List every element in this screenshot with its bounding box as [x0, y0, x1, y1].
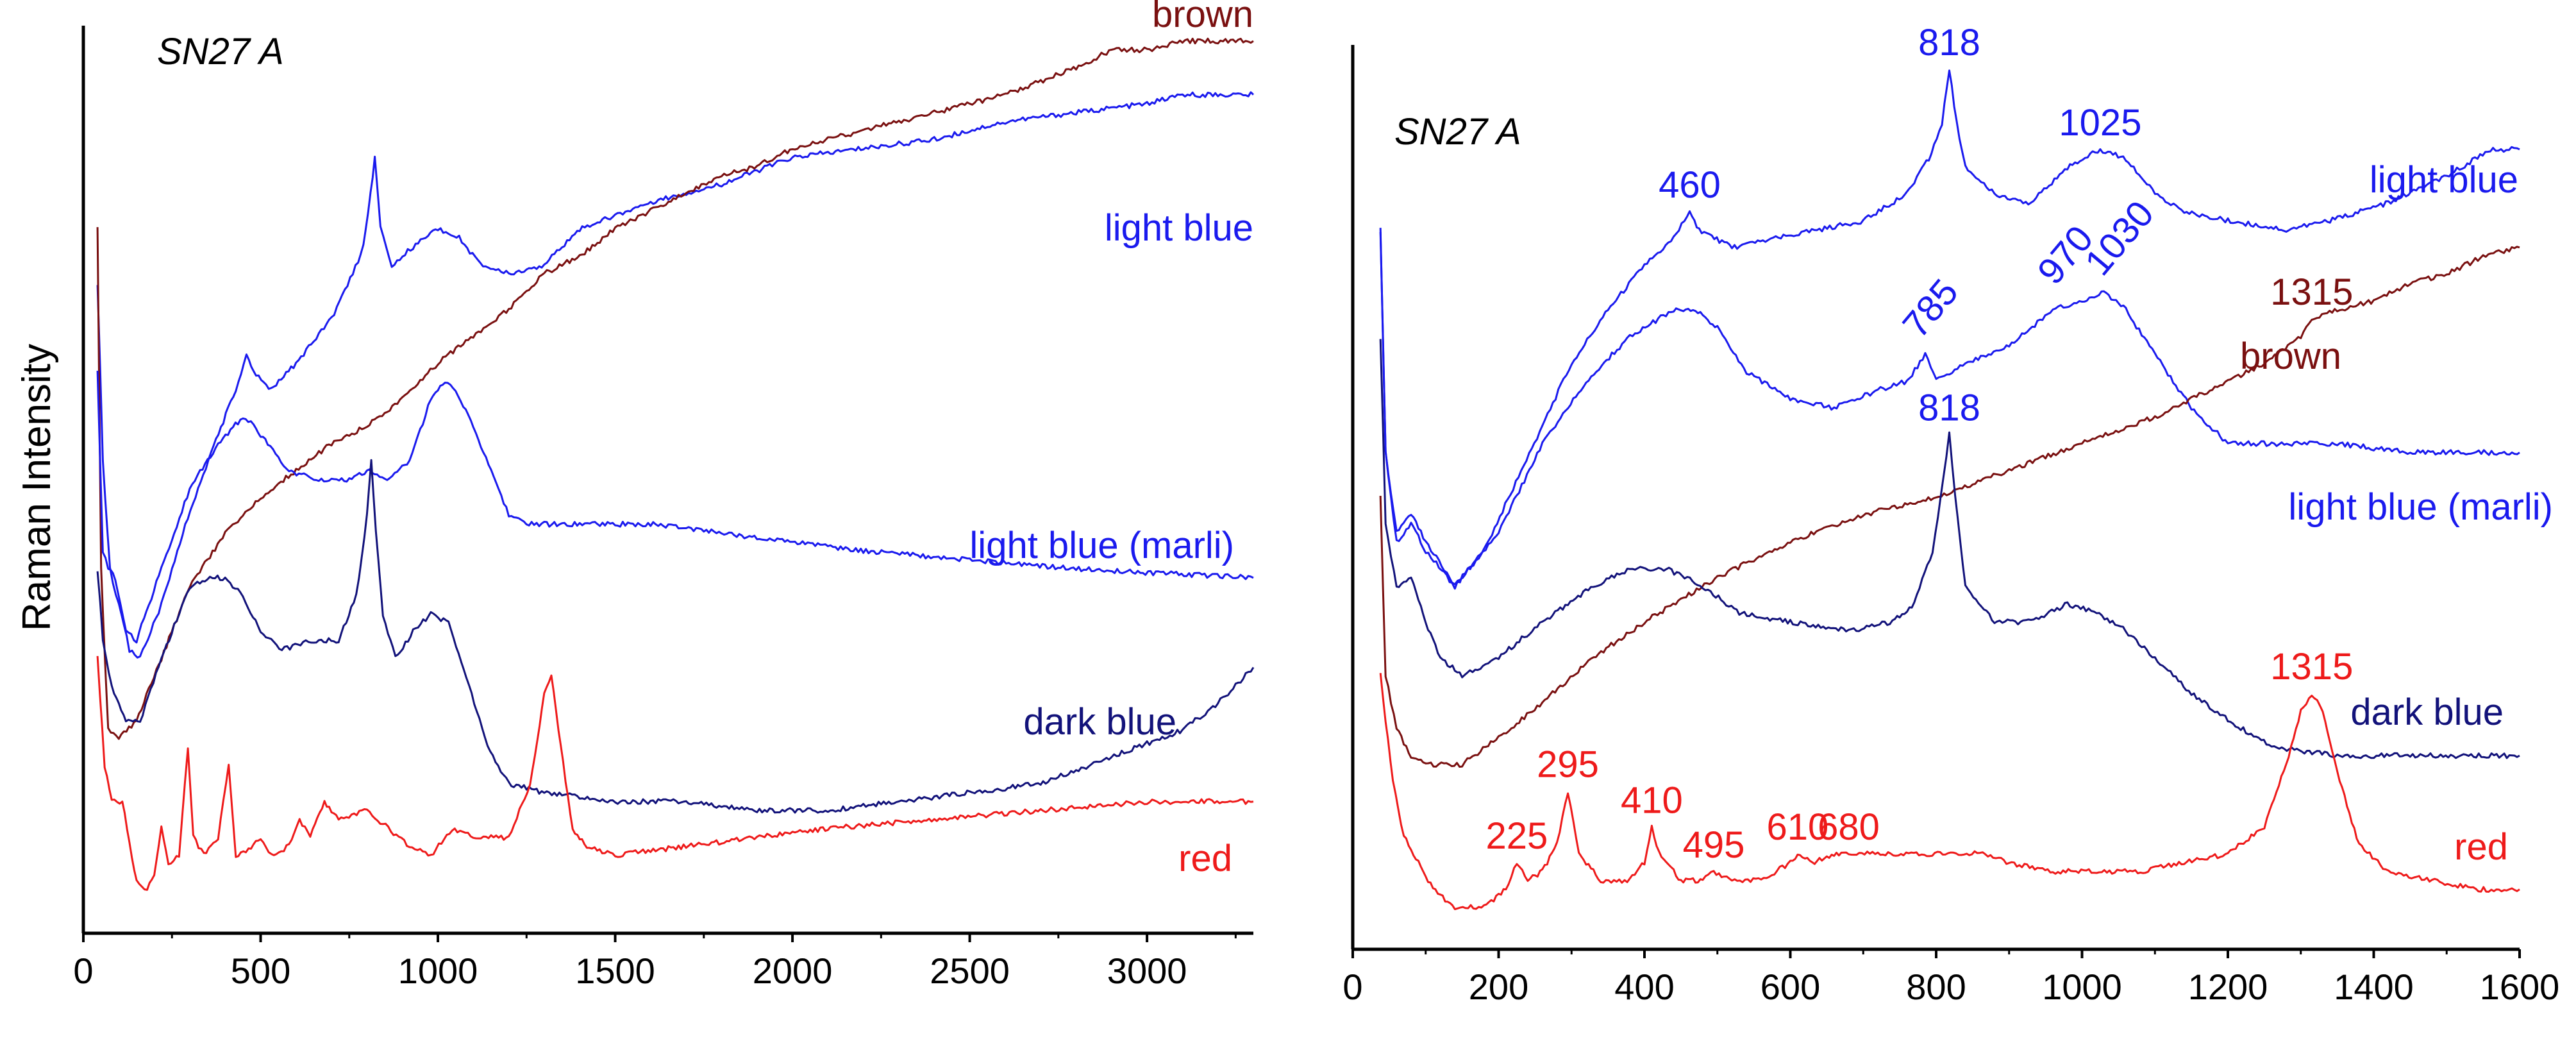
right-label-light-blue: light blue: [2370, 159, 2518, 201]
left-x-tick-label: 2000: [753, 951, 833, 991]
left-label-dark-blue: dark blue: [1023, 701, 1176, 743]
right-x-tick-label: 400: [1614, 967, 1674, 1007]
peak-label-1315: 1315: [2270, 271, 2353, 313]
right-label-light-blue-marli: light blue (marli): [2288, 486, 2553, 528]
left-series-red: [96, 656, 1254, 891]
peak-label-1025: 1025: [2059, 102, 2141, 144]
right-series-dark-blue: [1379, 339, 2520, 759]
right-x-ticks: 0 200 400 600 800 1000 1200 1400 1600: [1342, 949, 2559, 1007]
right-chart-panel: SN27 A 0 200 400 600 800 1000 1200 1400 1600 818…: [1342, 22, 2559, 1007]
left-label-brown: brown: [1152, 0, 1253, 35]
right-x-tick-label: 200: [1469, 967, 1528, 1007]
right-x-tick-label: 800: [1906, 967, 1966, 1007]
left-x-ticks: 0 500 1000 1500 2000 2500 3000: [73, 933, 1237, 991]
peak-label-495: 495: [1683, 824, 1745, 866]
left-label-light-blue: light blue: [1105, 207, 1253, 249]
right-series-brown: [1379, 246, 2520, 768]
right-sample-title: SN27 A: [1394, 111, 1521, 153]
left-x-tick-label: 0: [73, 951, 93, 991]
left-chart-panel: Raman Intensity SN27 A 0 500 1000 1500 2000 2…: [15, 0, 1255, 991]
right-x-tick-label: 600: [1761, 967, 1820, 1007]
left-series-brown: [96, 37, 1254, 740]
right-x-tick-label: 1400: [2334, 967, 2414, 1007]
peak-label-818: 818: [1918, 387, 1980, 429]
peak-label-460: 460: [1659, 164, 1721, 206]
right-peak-labels: 8181025460785970103013158181315295225410…: [1486, 22, 2354, 866]
left-series-light-blue-marli: [96, 371, 1254, 644]
peak-label-785: 785: [1894, 271, 1966, 346]
peak-label-818: 818: [1918, 22, 1980, 63]
left-series-group: [96, 37, 1255, 891]
right-series-light-blue-marli: [1379, 228, 2520, 590]
y-axis-title: Raman Intensity: [15, 344, 59, 631]
left-x-tick-label: 500: [231, 951, 290, 991]
left-x-tick-label: 1500: [575, 951, 655, 991]
left-series-light-blue: [96, 91, 1255, 659]
right-x-tick-label: 1200: [2188, 967, 2268, 1007]
right-label-brown: brown: [2240, 335, 2341, 377]
right-series-red: [1379, 673, 2520, 910]
peak-label-680: 680: [1818, 806, 1880, 848]
peak-label-1315: 1315: [2270, 646, 2353, 688]
right-x-tick-label: 0: [1342, 967, 1362, 1007]
left-x-tick-label: 3000: [1107, 951, 1187, 991]
left-x-tick-label: 1000: [398, 951, 478, 991]
peak-label-225: 225: [1486, 815, 1548, 857]
left-sample-title: SN27 A: [157, 31, 284, 72]
right-label-red: red: [2454, 826, 2508, 868]
peak-label-295: 295: [1537, 744, 1599, 786]
right-series-light-blue: [1379, 69, 2520, 586]
peak-label-410: 410: [1621, 779, 1683, 821]
right-label-dark-blue: dark blue: [2350, 691, 2504, 733]
left-label-light-blue-marli: light blue (marli): [969, 525, 1234, 566]
left-series-dark-blue: [96, 459, 1255, 814]
peak-label-610: 610: [1766, 806, 1828, 848]
right-x-tick-label: 1000: [2042, 967, 2122, 1007]
left-label-red: red: [1178, 838, 1232, 879]
left-x-tick-label: 2500: [930, 951, 1010, 991]
right-series-group: [1379, 69, 2520, 910]
right-x-tick-label: 1600: [2480, 967, 2560, 1007]
